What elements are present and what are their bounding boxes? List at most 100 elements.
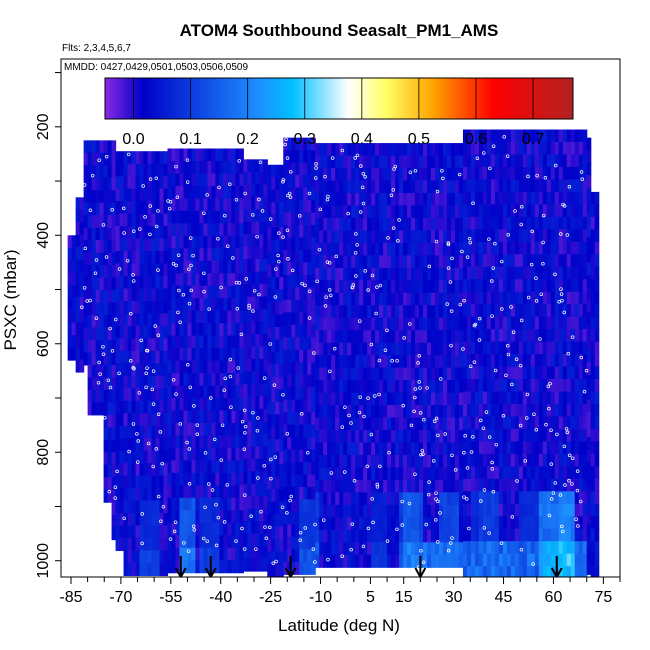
heatmap-cell: [183, 410, 189, 424]
heatmap-cell: [566, 154, 572, 168]
heatmap-cell: [415, 180, 420, 194]
sample-point: [186, 549, 191, 553]
heatmap-cell: [562, 316, 568, 330]
heatmap-cell: [395, 180, 400, 194]
heatmap-cell: [522, 141, 528, 156]
heatmap-cell: [263, 396, 268, 410]
heatmap-cell: [147, 488, 153, 502]
heatmap-cell: [494, 229, 500, 243]
heatmap-cell: [534, 304, 540, 318]
heatmap-cell: [498, 528, 504, 542]
heatmap-cell: [470, 453, 476, 467]
heatmap-cell: [574, 441, 580, 455]
heatmap-cell: [123, 325, 129, 339]
heatmap-cell: [566, 516, 572, 530]
heatmap-cell: [167, 522, 173, 536]
heatmap-cell: [578, 541, 584, 555]
heatmap-cell: [462, 354, 468, 368]
heatmap-cell: [339, 168, 344, 182]
heatmap-cell: [111, 514, 117, 528]
heatmap-cell: [454, 430, 460, 444]
heatmap-cell: [530, 204, 536, 218]
heatmap-cell: [139, 325, 145, 339]
heatmap-cell: [474, 341, 480, 355]
heatmap-cell: [203, 248, 209, 262]
heatmap-cell: [355, 267, 360, 281]
heatmap-cell: [267, 539, 272, 553]
heatmap-cell: [223, 485, 228, 499]
heatmap-cell: [546, 491, 552, 505]
heatmap-cell: [207, 223, 212, 237]
heatmap-cell: [466, 191, 472, 205]
heatmap-cell: [311, 462, 316, 476]
heatmap-cell: [363, 217, 368, 232]
heatmap-cell: [251, 196, 256, 210]
heatmap-cell: [419, 517, 424, 531]
heatmap-cell: [486, 241, 492, 255]
heatmap-cell: [159, 450, 165, 464]
heatmap-cell: [379, 230, 384, 244]
heatmap-cell: [458, 380, 464, 394]
heatmap-cell: [566, 391, 572, 405]
heatmap-cell: [590, 541, 596, 555]
heatmap-cell: [514, 266, 520, 280]
heatmap-cell: [167, 235, 173, 249]
heatmap-cell: [151, 313, 157, 327]
heatmap-cell: [271, 501, 276, 515]
heatmap-cell: [223, 510, 228, 524]
heatmap-cell: [454, 554, 460, 568]
heatmap-cell: [203, 497, 209, 511]
heatmap-cell: [339, 242, 344, 256]
heatmap-cell: [454, 205, 460, 219]
heatmap-cell: [179, 485, 185, 499]
heatmap-cell: [335, 168, 340, 182]
heatmap-cell: [407, 180, 412, 194]
heatmap-cell: [231, 510, 236, 524]
sample-point: [526, 174, 530, 179]
heatmap-cell: [586, 486, 592, 501]
heatmap-cell: [542, 266, 548, 280]
heatmap-cell: [438, 517, 444, 531]
heatmap-cell: [287, 449, 292, 463]
heatmap-cell: [419, 355, 424, 369]
heatmap-cell: [163, 438, 169, 452]
heatmap-cell: [594, 528, 600, 542]
heatmap-cell: [99, 165, 105, 179]
heatmap-cell: [530, 229, 536, 243]
sample-point: [461, 347, 465, 351]
heatmap-cell: [582, 379, 588, 393]
heatmap-cell: [215, 373, 220, 387]
heatmap-cell: [231, 185, 236, 199]
heatmap-cell: [351, 267, 356, 281]
heatmap-cell: [215, 148, 220, 162]
heatmap-cell: [99, 377, 105, 391]
heatmap-cell: [215, 210, 220, 224]
heatmap-cell: [570, 304, 576, 318]
heatmap-cell: [215, 398, 220, 412]
heatmap-cell: [542, 304, 548, 318]
heatmap-cell: [299, 412, 304, 426]
heatmap-cell: [199, 497, 205, 511]
sample-point: [340, 425, 345, 429]
heatmap-cell: [295, 224, 300, 239]
colorbar-tick-label: 0.7: [522, 131, 544, 148]
heatmap-cell: [566, 216, 572, 230]
heatmap-cell: [550, 453, 556, 467]
heatmap-cell: [327, 292, 332, 306]
heatmap-cell: [474, 478, 480, 492]
heatmap-cell: [239, 210, 244, 224]
heatmap-cell: [219, 522, 224, 536]
heatmap-cell: [590, 204, 596, 218]
heatmap-cell: [490, 441, 496, 455]
sample-point: [220, 423, 225, 427]
heatmap-cell: [371, 305, 376, 319]
heatmap-cell: [351, 330, 356, 344]
heatmap-cell: [550, 416, 556, 430]
heatmap-cell: [131, 300, 137, 314]
heatmap-cell: [175, 560, 181, 574]
heatmap-cell: [427, 342, 432, 356]
heatmap-cell: [359, 417, 364, 431]
heatmap-cell: [574, 503, 580, 517]
heatmap-cell: [355, 504, 360, 518]
heatmap-cell: [490, 341, 496, 355]
